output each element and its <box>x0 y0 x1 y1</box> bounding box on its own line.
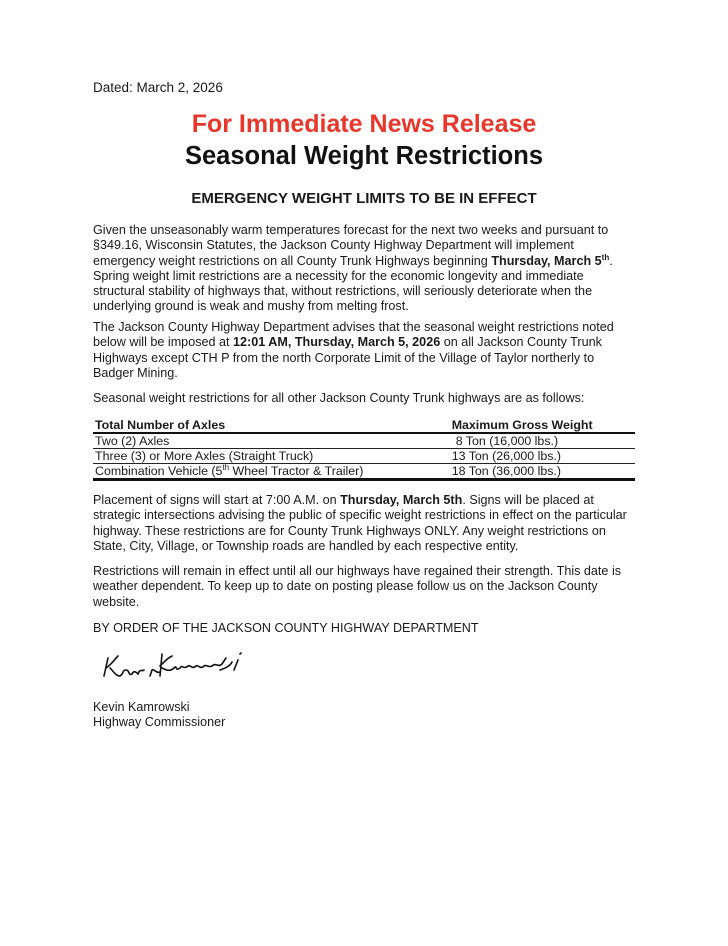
header-axles: Total Number of Axles <box>93 418 434 434</box>
superscript: th <box>601 252 610 262</box>
paragraph-5: Restrictions will remain in effect until… <box>93 564 622 609</box>
text: Placement of signs will start at 7:00 A.… <box>93 493 341 507</box>
document-title: Seasonal Weight Restrictions <box>184 142 544 170</box>
superscript: th <box>222 462 230 472</box>
dated-line: Dated: March 2, 2026 <box>93 80 223 95</box>
text: on all Jackson County Trunk Highways exc… <box>93 335 602 380</box>
paragraph-2: The Jackson County Highway Department ad… <box>93 320 638 381</box>
axles-cell: Two (2) Axles <box>93 433 434 449</box>
weight-table: Total Number of Axles Maximum Gross Weig… <box>93 418 635 481</box>
order-line: BY ORDER OF THE JACKSON COUNTY HIGHWAY D… <box>93 621 479 635</box>
axles-cell: Three (3) or More Axles (Straight Truck) <box>93 448 434 464</box>
weight-cell: 18 Ton (36,000 lbs.) <box>433 463 635 481</box>
table-header: Total Number of Axles Maximum Gross Weig… <box>93 418 635 434</box>
text: . Spring weight limit restrictions are a… <box>93 253 613 314</box>
signature-image <box>103 652 242 677</box>
signer-title: Highway Commissioner <box>93 715 226 729</box>
bold-date: Thursday, March 5 <box>491 253 602 268</box>
text: . Signs will be placed at strategic inte… <box>93 493 627 553</box>
release-title: For Immediate News Release <box>191 110 537 138</box>
text: Given the unseasonably warm temperatures… <box>93 223 609 268</box>
text: The Jackson County Highway Department ad… <box>93 320 614 350</box>
text: Wheel Tractor & Trailer) <box>229 464 364 478</box>
weight-cell: 8 Ton (16,000 lbs.) <box>433 433 635 449</box>
paragraph-3: Seasonal weight restrictions for all oth… <box>93 391 585 405</box>
bold-datetime: 12:01 AM, Thursday, March 5, 2026 <box>233 335 441 350</box>
signer-name: Kevin Kamrowski <box>93 700 190 714</box>
header-weight: Maximum Gross Weight <box>433 418 635 434</box>
bold-date: Thursday, March 5th <box>340 493 463 507</box>
section-heading: EMERGENCY WEIGHT LIMITS TO BE IN EFFECT <box>191 190 537 207</box>
axles-cell: Combination Vehicle (5th Wheel Tractor &… <box>93 462 434 481</box>
table-row: Combination Vehicle (5th Wheel Tractor &… <box>93 462 635 481</box>
text: Combination Vehicle (5 <box>95 464 223 478</box>
paragraph-1: Given the unseasonably warm temperatures… <box>93 223 638 315</box>
weight-cell: 13 Ton (26,000 lbs.) <box>433 448 635 464</box>
table-row: Two (2) Axles 8 Ton (16,000 lbs.) <box>93 433 635 449</box>
paragraph-4: Placement of signs will start at 7:00 A.… <box>93 493 638 554</box>
table-row: Three (3) or More Axles (Straight Truck)… <box>93 448 635 464</box>
